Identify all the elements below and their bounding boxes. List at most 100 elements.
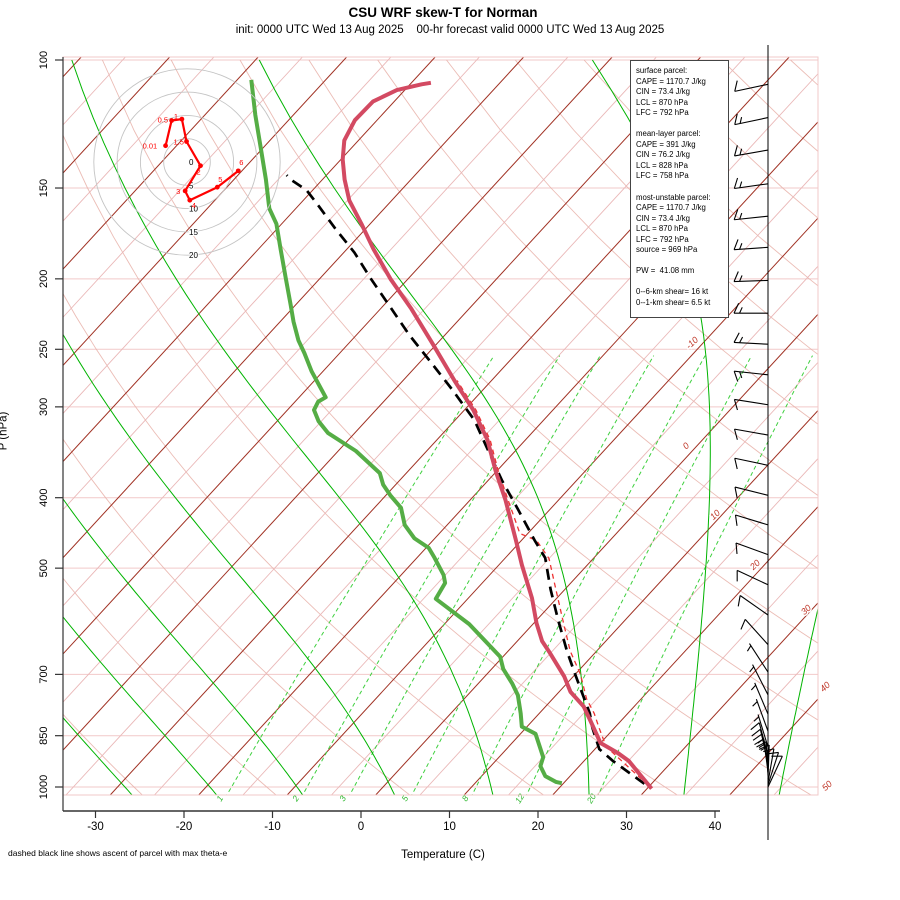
parcel-footnote: dashed black line shows ascent of parcel… [8,848,228,858]
legend-line: CAPE = 391 J/kg [636,139,696,149]
pressure-tick-label: 200 [38,270,50,288]
mixing-ratio-label: 8 [460,794,471,804]
wind-barb-column [733,45,783,840]
wind-barb [763,748,775,783]
legend-line: LCL = 870 hPa [636,97,688,107]
isobar-gridlines [63,59,818,788]
temperature-tick-label: -20 [176,821,193,833]
max-thetae-parcel-line [285,174,646,785]
legend-line: 0--1-km shear= 6.5 kt [636,298,711,308]
dewpoint-line [249,79,563,786]
parcel-stats-legend: surface parcel: CAPE = 1170.7 J/kg CIN = 7… [630,60,729,318]
hodograph-inset: 0 5 10 15 20 0.01 0.5 1 1.5 2 3 4 5 6 [93,68,281,261]
legend-line: LFC = 792 hPa [636,108,689,118]
legend-line: LFC = 792 hPa [636,234,689,244]
legend-line: LCL = 870 hPa [636,224,688,234]
legend-line: source = 969 hPa [636,245,698,255]
hodograph-height-label: 0.01 [143,142,158,151]
hodograph-point [235,168,241,174]
isotherms [63,57,818,795]
virtual-parcel-line [456,380,649,786]
wind-barb [749,664,769,696]
legend-line: PW = 41.08 mm [636,266,695,276]
wind-barb [733,332,769,345]
y-axis-label: P (hPa) [0,411,10,451]
pressure-tick-label: 400 [38,489,50,507]
hodograph-height-label: 2 [197,168,201,177]
temperature-line [340,80,654,790]
sounding-profiles [249,79,654,790]
hodograph-point [187,197,193,203]
legend-line: most-unstable parcel: [636,192,711,202]
legend-line: LFC = 758 hPa [636,171,689,181]
legend-line [636,119,728,130]
temperature-tick-label: 0 [358,821,364,833]
isotherm-label: 0 [681,440,691,451]
legend-line: surface parcel: [636,66,688,75]
hodograph-point [169,118,175,123]
wind-barb [733,145,769,157]
temperature-tick-label: 30 [620,821,633,833]
legend-line: LCL = 828 hPa [636,160,688,170]
mixing-ratio-label: 20 [584,792,598,806]
legend-line [636,256,728,267]
x-axis-label: Temperature (C) [401,849,485,861]
legend-line: CIN = 76.2 J/kg [636,150,690,160]
hodograph-point [184,139,189,144]
isotherm-label: 30 [799,603,813,617]
wind-barb [733,177,769,190]
hodograph-height-label: 6 [239,158,243,167]
legend-line: mean-layer parcel: [636,129,701,139]
wind-barb [734,113,769,126]
wind-barb [733,428,769,440]
legend-line: CIN = 73.4 J/kg [636,213,690,223]
pressure-tick-label: 500 [38,559,50,577]
wind-barb [733,209,769,221]
hodograph-ring-label: 0 [189,158,194,167]
hodograph-point [214,184,220,190]
wind-barb [737,595,769,616]
legend-line: 0--6-km shear= 16 kt [636,287,709,297]
wind-barb [734,80,769,92]
hodograph-point [163,143,168,149]
isotherm-label: 50 [820,779,834,793]
hodograph-ring-label: 10 [189,205,198,214]
hodograph-height-label: 5 [218,175,222,184]
wind-barb [740,618,769,645]
hodograph-ring-label: 20 [189,251,198,260]
hodograph-height-label: 1.5 [174,137,184,146]
wind-barb [734,486,769,498]
wind-barb [733,370,769,382]
hodograph-height-label: 1 [174,112,178,121]
wind-barb [758,744,770,780]
hodograph-height-label: 4 [192,201,196,210]
pressure-tick-label: 100 [38,51,50,69]
legend-line: CAPE = 1170.7 J/kg [636,76,706,86]
legend-line [636,277,728,288]
hodograph-ring-label: 15 [189,228,198,237]
hodograph-point [182,188,188,194]
wind-barb [733,271,769,283]
legend-line: CAPE = 1170.7 J/kg [636,203,706,213]
wind-barb [734,514,769,526]
hodograph-height-label: 0.5 [158,116,168,125]
hodograph-point [198,163,203,169]
hodograph-ring-label: 5 [189,181,194,190]
background-lines [63,57,818,795]
pressure-tick-label: 300 [38,398,50,416]
hodograph-point [179,116,185,122]
mixing-ratio-label: 1 [214,794,225,804]
temperature-tick-label: -10 [264,821,281,833]
wind-barb [733,398,769,411]
mixing-ratio-label: 3 [337,794,348,804]
wind-barb [746,643,769,673]
wind-barb [733,303,768,314]
wind-barb [734,457,769,470]
mixing-ratio-label: 2 [290,794,302,804]
wind-barb [767,751,780,785]
wind-barb [756,741,769,776]
wind-barb [753,714,769,748]
pressure-tick-label: 700 [38,665,50,683]
